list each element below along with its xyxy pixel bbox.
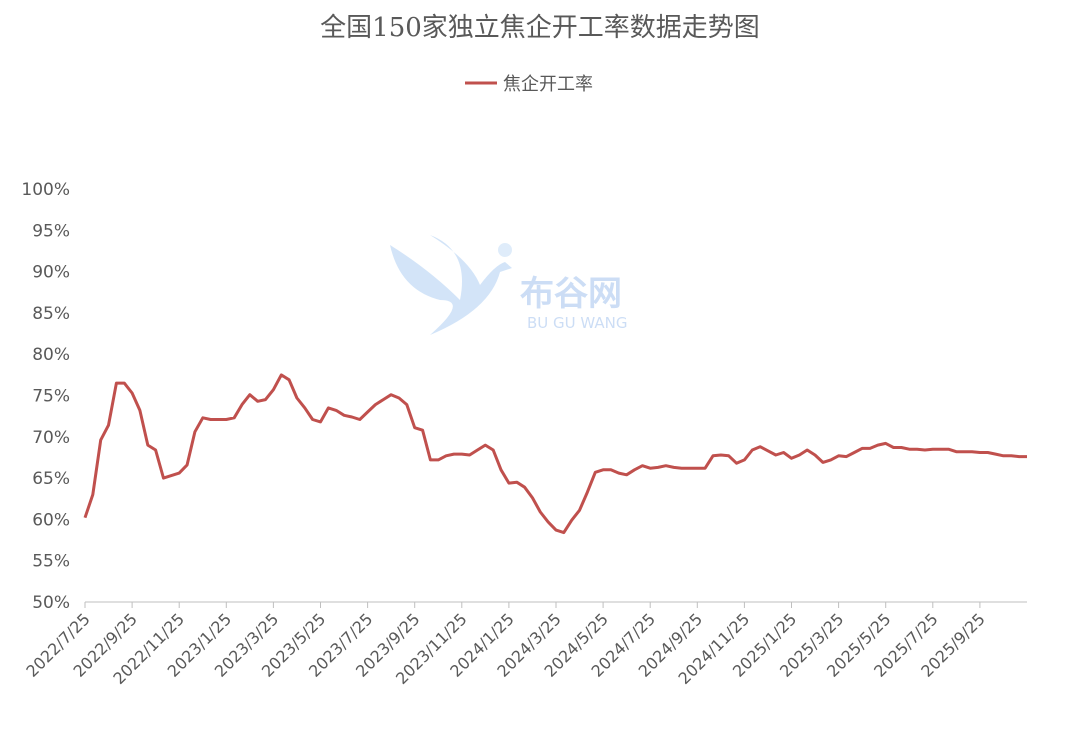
y-tick-label: 50%: [32, 593, 70, 613]
legend-label: 焦企开工率: [503, 74, 593, 95]
watermark: 布谷网 BU GU WANG: [390, 235, 628, 335]
watermark-flower: [498, 243, 512, 257]
y-tick-label: 75%: [32, 387, 70, 407]
chart-title: 全国150家独立焦企开工率数据走势图: [320, 13, 760, 43]
y-tick-label: 70%: [32, 428, 70, 448]
y-tick-label: 85%: [32, 304, 70, 324]
y-tick-label: 80%: [32, 345, 70, 365]
y-tick-label: 95%: [32, 221, 70, 241]
watermark-name: 布谷网: [520, 274, 622, 314]
y-tick-label: 65%: [32, 469, 70, 489]
line: [83, 373, 1027, 535]
y-tick-label: 60%: [32, 510, 70, 530]
y-tick-label: 100%: [21, 180, 70, 200]
watermark-subtitle: BU GU WANG: [527, 314, 628, 332]
watermark-bird: [390, 235, 512, 335]
y-tick-label: 90%: [32, 263, 70, 283]
y-tick-label: 55%: [32, 552, 70, 572]
